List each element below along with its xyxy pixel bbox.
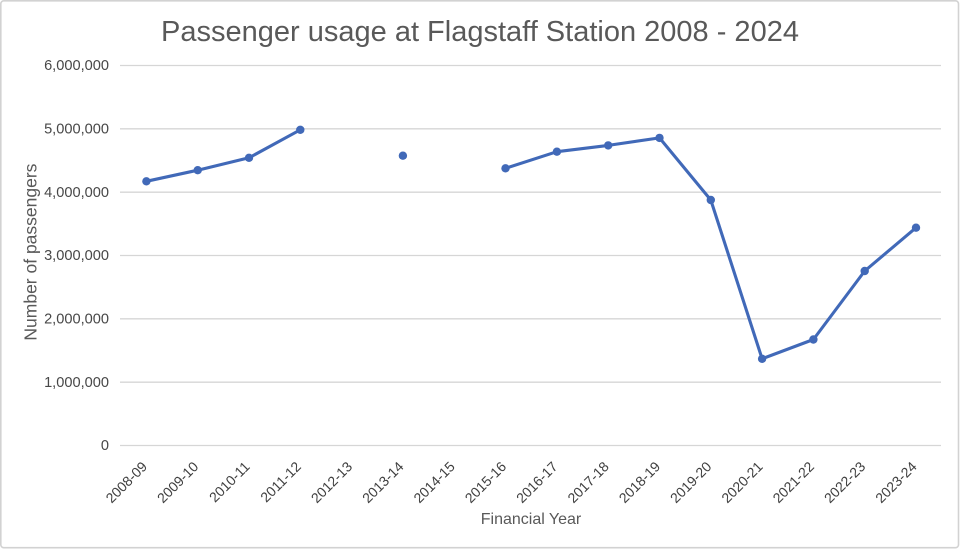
svg-text:1,000,000: 1,000,000 [44, 375, 109, 391]
svg-text:Passenger usage at Flagstaff S: Passenger usage at Flagstaff Station 200… [161, 16, 799, 48]
svg-text:5,000,000: 5,000,000 [44, 121, 109, 137]
svg-text:4,000,000: 4,000,000 [44, 185, 109, 201]
svg-text:0: 0 [101, 438, 109, 454]
svg-text:Number of passengers: Number of passengers [20, 163, 40, 340]
svg-text:2,000,000: 2,000,000 [44, 311, 109, 327]
svg-text:3,000,000: 3,000,000 [44, 248, 109, 264]
svg-text:Financial Year: Financial Year [481, 511, 582, 528]
svg-text:6,000,000: 6,000,000 [44, 58, 109, 74]
